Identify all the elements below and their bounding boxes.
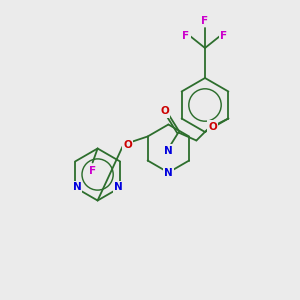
Text: F: F: [89, 166, 96, 176]
Text: N: N: [164, 167, 173, 178]
Text: O: O: [123, 140, 132, 149]
Text: N: N: [164, 146, 173, 155]
Text: N: N: [73, 182, 82, 193]
Text: F: F: [220, 31, 228, 41]
Text: N: N: [114, 182, 122, 193]
Text: F: F: [201, 16, 208, 26]
Text: F: F: [182, 31, 190, 41]
Text: O: O: [208, 122, 217, 131]
Text: O: O: [160, 106, 169, 116]
